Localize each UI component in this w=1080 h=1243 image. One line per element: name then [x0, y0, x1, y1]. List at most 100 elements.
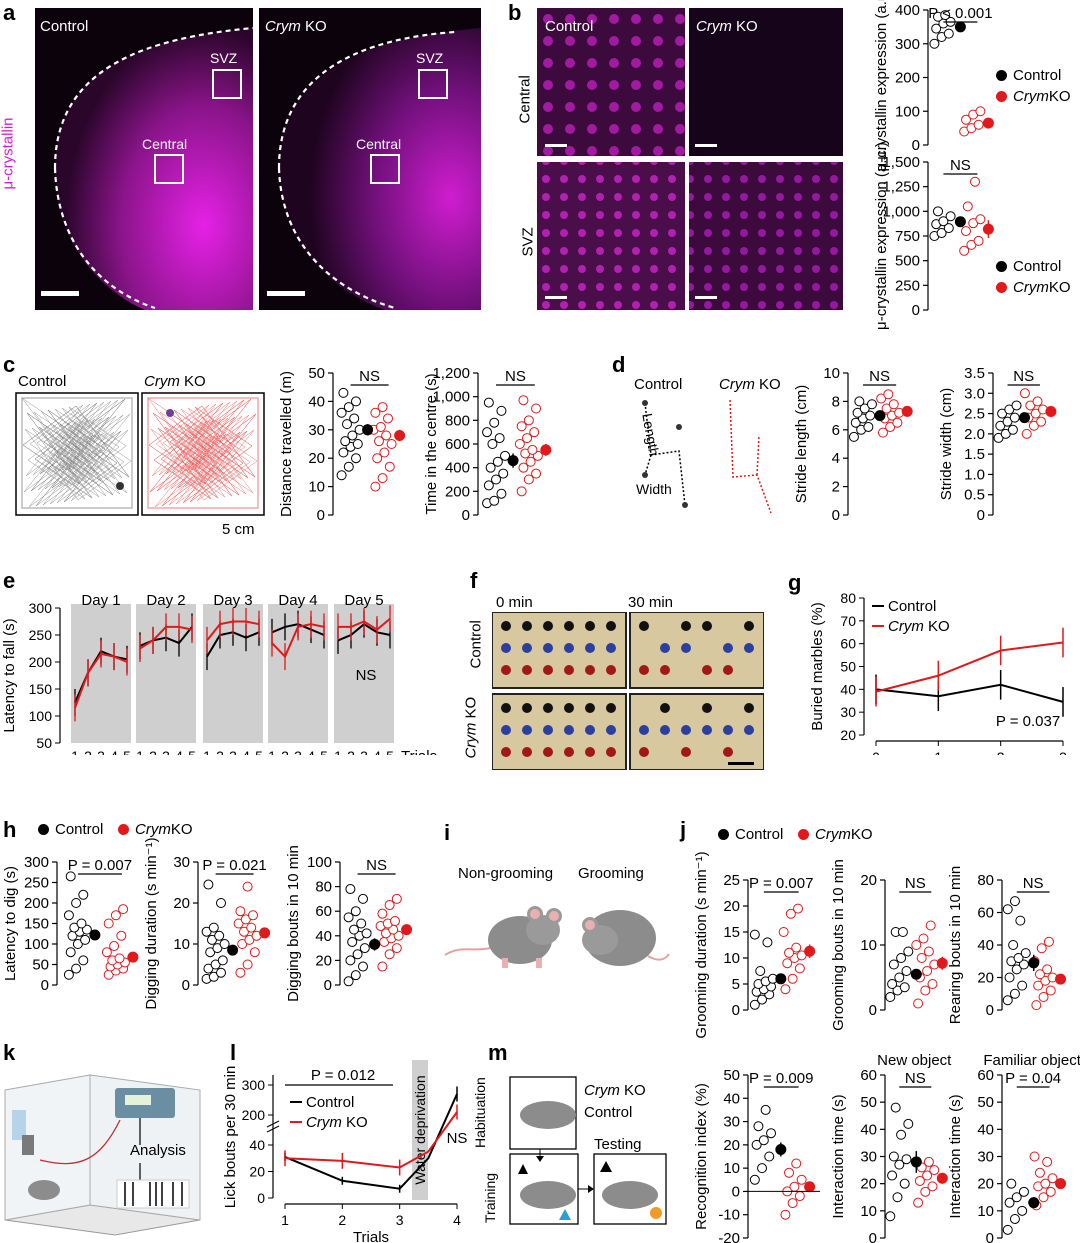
data-point-control	[865, 410, 876, 421]
data-point-ko	[103, 969, 114, 980]
data-point-ko	[796, 950, 807, 961]
data-point-control	[78, 889, 89, 900]
y-tick-label: 20	[723, 1137, 740, 1154]
mouse-icon	[520, 1181, 576, 1209]
data-point-ko	[780, 984, 791, 995]
y-axis-label: Rearing bouts in 10 min	[947, 866, 964, 1024]
marble	[639, 747, 649, 757]
data-point-ko	[523, 474, 534, 485]
marble	[564, 747, 574, 757]
legend-dot	[996, 70, 1007, 81]
y-tick-label: 0	[869, 1230, 877, 1243]
y-tick-label: 80	[315, 879, 332, 896]
x-tick-label: 5	[123, 748, 131, 755]
data-point-ko	[789, 1181, 800, 1192]
x-tick-label: 4	[373, 748, 381, 755]
data-point-ko	[782, 1186, 793, 1197]
x-tick-label: 3	[294, 748, 302, 755]
data-point-control	[762, 937, 773, 948]
data-point-control	[489, 495, 500, 506]
data-point-ko	[110, 965, 121, 976]
data-point-control	[349, 413, 360, 424]
y-tick-label: 20	[173, 895, 190, 912]
marble	[585, 643, 595, 653]
series-line	[74, 652, 128, 709]
data-point-control	[945, 16, 956, 27]
x-tick-label: 2	[281, 748, 289, 755]
d-footprints	[642, 399, 772, 514]
data-point-control	[482, 498, 493, 509]
f-row-control-wrap: Control	[466, 620, 496, 670]
data-point-ko	[966, 123, 977, 134]
m-control-label: Control	[584, 1104, 633, 1121]
data-point-ko	[370, 407, 381, 418]
y-tick-label: 300	[24, 854, 49, 871]
marble	[744, 621, 754, 631]
h-legend-ko: Crym KO	[118, 821, 193, 838]
y-tick-label: 10	[977, 1203, 994, 1220]
data-point-control	[943, 223, 954, 234]
mean-ko	[982, 223, 994, 235]
data-point-ko	[787, 973, 798, 984]
data-point-control	[203, 963, 214, 974]
legend-dot	[118, 824, 129, 835]
data-point-control	[757, 994, 768, 1005]
x-tick-label: 3	[396, 1212, 404, 1228]
stat-label: P = 0.009	[749, 1070, 813, 1087]
y-tick-label: 10	[723, 950, 740, 967]
y-tick-label: 0	[732, 1183, 740, 1200]
b-row-svz-wrap: SVZ	[508, 227, 548, 256]
series-line	[875, 683, 1064, 703]
data-point-control	[1000, 428, 1011, 439]
b1-legend-ko: Crym KO	[996, 88, 1071, 105]
y-axis-label: Digging bouts in 10 min	[285, 845, 302, 1002]
y-axis-label: μ-crystallin expression (a.u.)	[873, 142, 890, 330]
data-point-ko	[235, 967, 246, 978]
c-arenas	[15, 392, 265, 516]
data-point-ko	[791, 1158, 802, 1169]
f-t0-label: 0 min	[496, 594, 533, 611]
y-tick-label: 600	[445, 436, 470, 453]
a-ko-svz-box	[418, 69, 448, 99]
y-tick-label: 500	[895, 253, 920, 270]
data-point-ko	[778, 927, 789, 937]
d-ko-italic: Crym	[719, 376, 755, 393]
data-point-ko	[975, 106, 986, 117]
marble	[681, 725, 691, 735]
a-ko-scale-bar	[267, 291, 305, 296]
panel-label-j: j	[680, 817, 687, 842]
chart-title: New object	[877, 1052, 952, 1069]
data-point-ko	[970, 176, 980, 187]
marble	[702, 665, 712, 675]
data-point-ko	[1029, 956, 1040, 967]
data-point-ko	[1045, 1186, 1056, 1197]
a-scale-bar	[41, 291, 79, 296]
data-point-control	[758, 984, 769, 995]
axis-break	[266, 1120, 280, 1128]
data-point-control	[901, 966, 912, 976]
y-tick-label: 10	[173, 936, 190, 953]
b2-legend-ko: Crym KO	[996, 279, 1071, 296]
data-point-ko	[518, 395, 529, 406]
data-point-ko	[1034, 969, 1045, 980]
legend-text-italic: Crym	[1013, 279, 1049, 296]
y-tick-label: 0	[41, 977, 49, 994]
data-point-control	[945, 211, 956, 222]
day-label: Day 2	[146, 592, 185, 609]
y-tick-label: 0	[462, 507, 470, 524]
data-point-control	[203, 879, 214, 890]
f-ko-italic: Crym	[462, 722, 480, 759]
data-point-ko	[246, 922, 257, 933]
data-point-ko	[375, 920, 386, 931]
y-tick-label: 10	[308, 479, 325, 496]
data-point-ko	[1040, 975, 1051, 986]
f-ko-rest: KO	[462, 696, 480, 723]
data-point-control	[80, 934, 91, 945]
y-tick-label: 2	[832, 479, 840, 496]
y-tick-label: 400	[445, 460, 470, 477]
mean-control	[89, 929, 101, 941]
panel-label-k: k	[3, 1040, 16, 1065]
mean-control	[1028, 1197, 1040, 1209]
chart-title: Familiar object	[983, 1052, 1080, 1069]
m-training-wrap: Training	[476, 1173, 516, 1225]
